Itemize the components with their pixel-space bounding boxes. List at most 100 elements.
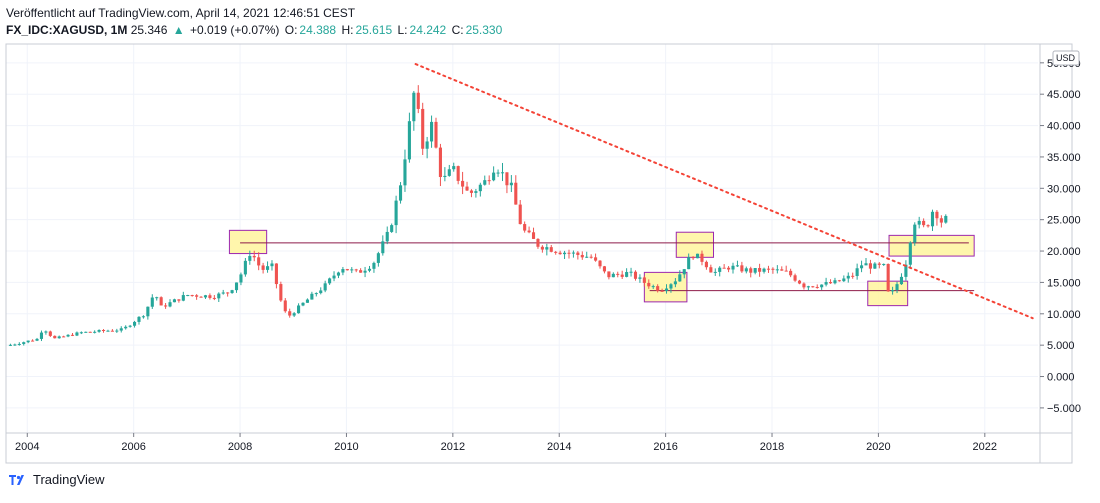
symbol-label[interactable]: FX_IDC:XAGUSD, 1M (6, 23, 128, 37)
candle-body (944, 215, 948, 223)
candle-body (385, 231, 389, 242)
candle-body (762, 268, 766, 272)
candle-body (88, 331, 92, 333)
candle-body (483, 180, 487, 185)
candle-body (691, 257, 695, 259)
candle-body (283, 300, 287, 312)
candle-body (345, 269, 349, 271)
candle-body (252, 255, 256, 258)
time-axis[interactable]: 2004 2006 2008 2010 2012 2014 2016 2018 2020 2022 (15, 433, 997, 453)
candle-body (270, 263, 274, 267)
candle-body (616, 273, 620, 275)
candle-body (514, 182, 518, 205)
candle-body (806, 286, 810, 288)
x-tick-label: 2018 (760, 441, 784, 453)
candle-body (678, 274, 682, 282)
candle-body (305, 299, 309, 303)
candle-body (922, 220, 926, 226)
candle-body (199, 296, 203, 298)
candle-body (465, 186, 469, 191)
candle-body (695, 253, 700, 259)
y-tick-label: 30.000 (1047, 183, 1081, 195)
change-arrow-icon: ▲ (172, 23, 185, 37)
candle-body (815, 286, 819, 288)
candle-body (261, 265, 265, 270)
candle-body (75, 332, 79, 336)
y-tick-label: 15.000 (1047, 277, 1081, 289)
candle-body (868, 263, 872, 269)
candle-body (48, 331, 52, 336)
candle-body (434, 121, 438, 148)
candle-body (438, 147, 442, 178)
candle-body (549, 247, 553, 252)
x-tick-label: 2006 (121, 441, 145, 453)
candle-body (731, 265, 735, 270)
candle-body (735, 265, 739, 267)
close-value: 25.330 (465, 23, 503, 37)
published-info: Veröffentlicht auf TradingView.com, Apri… (6, 6, 356, 20)
candle-body (571, 252, 575, 254)
candle-body (554, 251, 558, 253)
candle-body (443, 175, 447, 178)
candle-body (288, 311, 292, 316)
currency-label: USD (1056, 53, 1076, 63)
candle-body (221, 292, 225, 294)
footer-brand[interactable]: TradingView (8, 472, 105, 487)
candle-body (390, 225, 394, 232)
candle-body (802, 283, 806, 288)
candle-body (607, 271, 611, 278)
candle-body (789, 270, 793, 276)
candle-body (647, 282, 651, 287)
candle-body (487, 180, 491, 182)
price-axis[interactable]: −5.000 0.000 5.000 10.000 15.000 20.000 25.000… (1040, 50, 1081, 415)
candle-body (651, 286, 655, 288)
candle-body (926, 225, 930, 227)
candle-body (412, 92, 416, 122)
candle-body (22, 342, 26, 344)
candle-body (682, 269, 686, 275)
candle-body (452, 166, 456, 170)
candle-body (917, 220, 921, 225)
candle-body (137, 316, 141, 322)
candle-body (461, 180, 465, 187)
candle-body (159, 297, 163, 306)
candle-body (430, 121, 434, 142)
candle-body (66, 334, 70, 337)
candle-body (899, 276, 904, 285)
candle-body (57, 336, 61, 339)
candle-body (744, 268, 748, 272)
candle-body (265, 266, 270, 270)
close-label: C: (451, 23, 464, 37)
candle-body (164, 305, 168, 307)
y-tick-label: 0.000 (1047, 372, 1075, 384)
candle-body (540, 246, 544, 250)
candle-body (239, 274, 243, 283)
candle-body (775, 269, 779, 271)
candle-body (243, 260, 247, 275)
candle-body (638, 277, 642, 279)
x-tick-label: 2012 (441, 441, 465, 453)
candle-body (904, 264, 908, 277)
trendline[interactable] (414, 63, 1034, 320)
candle-body (234, 282, 239, 291)
candle-body (195, 295, 199, 297)
candle-body (44, 331, 48, 333)
candle-body (274, 263, 278, 285)
candle-body (620, 274, 624, 277)
candle-body (376, 253, 380, 263)
x-tick-label: 2016 (653, 441, 677, 453)
candle-body (403, 159, 407, 186)
candle-body (26, 340, 30, 343)
candle-body (115, 330, 119, 332)
candle-body (172, 299, 177, 303)
candle-body (518, 204, 522, 225)
candle-body (128, 325, 132, 327)
change-value: +0.019 (+0.07%) (189, 23, 280, 37)
candle-body (673, 281, 677, 285)
candle-body (842, 278, 846, 282)
candle-body (886, 263, 890, 292)
candle-body (700, 253, 704, 262)
candle-body (713, 271, 717, 273)
